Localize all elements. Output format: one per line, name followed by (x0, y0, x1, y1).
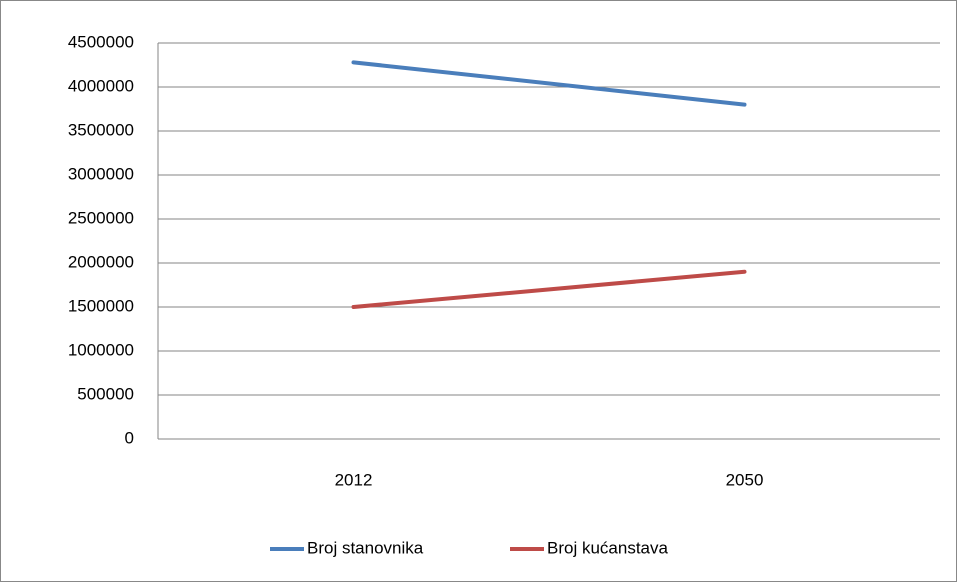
y-tick-label: 2500000 (68, 208, 134, 227)
legend-label: Broj kućanstava (547, 538, 668, 557)
y-tick-label: 3500000 (68, 120, 134, 139)
y-tick-label: 4000000 (68, 76, 134, 95)
y-tick-label: 4500000 (68, 32, 134, 51)
legend-label: Broj stanovnika (307, 538, 424, 557)
series-line (351, 269, 747, 309)
y-tick-label: 1000000 (68, 340, 134, 359)
series-line (351, 60, 747, 107)
y-tick-label: 3000000 (68, 164, 134, 183)
x-tick-label: 2050 (726, 470, 764, 489)
y-tick-label: 0 (125, 428, 134, 447)
y-tick-label: 1500000 (68, 296, 134, 315)
y-tick-label: 500000 (77, 384, 134, 403)
y-tick-label: 2000000 (68, 252, 134, 271)
x-tick-label: 2012 (335, 470, 373, 489)
